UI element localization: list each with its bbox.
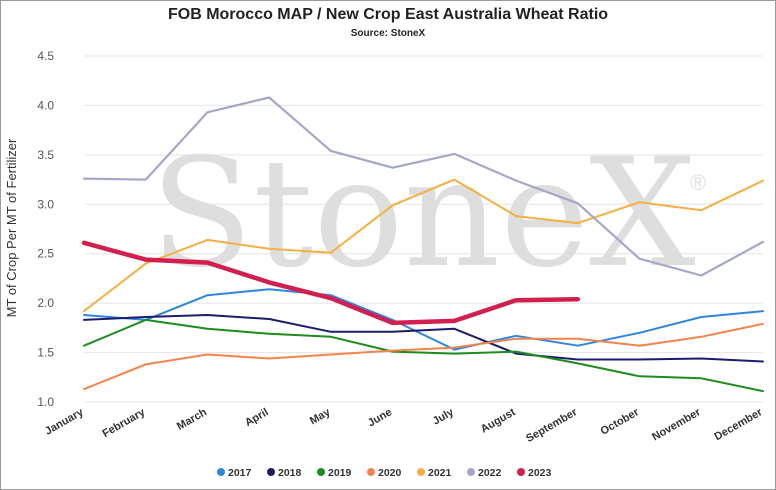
- legend-label: 2022: [478, 467, 502, 479]
- y-tick-label: 3.0: [37, 197, 54, 211]
- legend-item-2021: 2021: [417, 467, 452, 479]
- chart-title: FOB Morocco MAP / New Crop East Australi…: [167, 6, 609, 23]
- legend: 2017 2018 2019 2020 2021 2022 2023: [217, 467, 552, 479]
- series-lines: [81, 96, 765, 393]
- series-line-2023: [81, 240, 581, 326]
- x-tick-label: December: [712, 406, 765, 443]
- legend-label: 2017: [228, 467, 252, 479]
- legend-item-2017: 2017: [217, 467, 252, 479]
- x-tick-label: July: [431, 406, 457, 428]
- x-axis-ticks: January February March April May June July Augu…: [43, 406, 765, 445]
- chart-subtitle: Source: StoneX: [350, 28, 426, 39]
- legend-label: 2023: [528, 467, 552, 479]
- legend-item-2019: 2019: [317, 467, 352, 479]
- legend-marker: [517, 468, 525, 476]
- y-axis-ticks: 1.0 1.5 2.0 2.5 3.0 3.5 4.0 4.5: [37, 49, 54, 409]
- y-axis-label: MT of Crop Per MT of Fertilizer: [4, 138, 19, 317]
- legend-item-2023: 2023: [517, 467, 552, 479]
- x-tick-label: May: [308, 406, 333, 428]
- y-tick-label: 2.0: [37, 296, 54, 310]
- legend-marker: [417, 468, 425, 476]
- watermark-text: StoneX: [150, 127, 696, 301]
- y-tick-label: 3.5: [37, 148, 54, 162]
- x-tick-label: January: [43, 406, 86, 438]
- legend-label: 2018: [278, 467, 302, 479]
- legend-label: 2020: [378, 467, 402, 479]
- legend-marker: [217, 468, 225, 476]
- legend-item-2020: 2020: [367, 467, 402, 479]
- series-line-2017: [83, 288, 764, 351]
- series-line-2020: [83, 322, 764, 391]
- legend-label: 2021: [428, 467, 452, 479]
- legend-marker: [267, 468, 275, 476]
- x-tick-label: November: [650, 406, 703, 444]
- legend-item-2022: 2022: [467, 467, 502, 479]
- legend-marker: [367, 468, 375, 476]
- x-tick-label: April: [243, 406, 271, 429]
- x-tick-label: August: [479, 406, 518, 436]
- legend-item-2018: 2018: [267, 467, 302, 479]
- watermark: StoneX ®: [150, 127, 706, 301]
- legend-marker: [467, 468, 475, 476]
- x-tick-label: February: [100, 406, 148, 440]
- y-tick-label: 2.5: [37, 247, 54, 261]
- series-line-2021: [83, 178, 764, 313]
- series-line-2019: [83, 318, 764, 393]
- legend-marker: [317, 468, 325, 476]
- x-tick-label: March: [175, 406, 209, 433]
- y-tick-label: 1.5: [37, 346, 54, 360]
- series-line-2022: [82, 96, 765, 277]
- watermark-registered-mark: ®: [690, 170, 706, 195]
- y-tick-label: 4.5: [37, 49, 54, 63]
- x-tick-label: September: [524, 406, 580, 445]
- legend-label: 2019: [328, 467, 352, 479]
- series-line-2018: [83, 314, 764, 363]
- y-tick-label: 1.0: [37, 395, 54, 409]
- x-tick-label: October: [599, 406, 642, 438]
- x-tick-label: June: [366, 406, 394, 429]
- y-tick-label: 4.0: [37, 98, 54, 112]
